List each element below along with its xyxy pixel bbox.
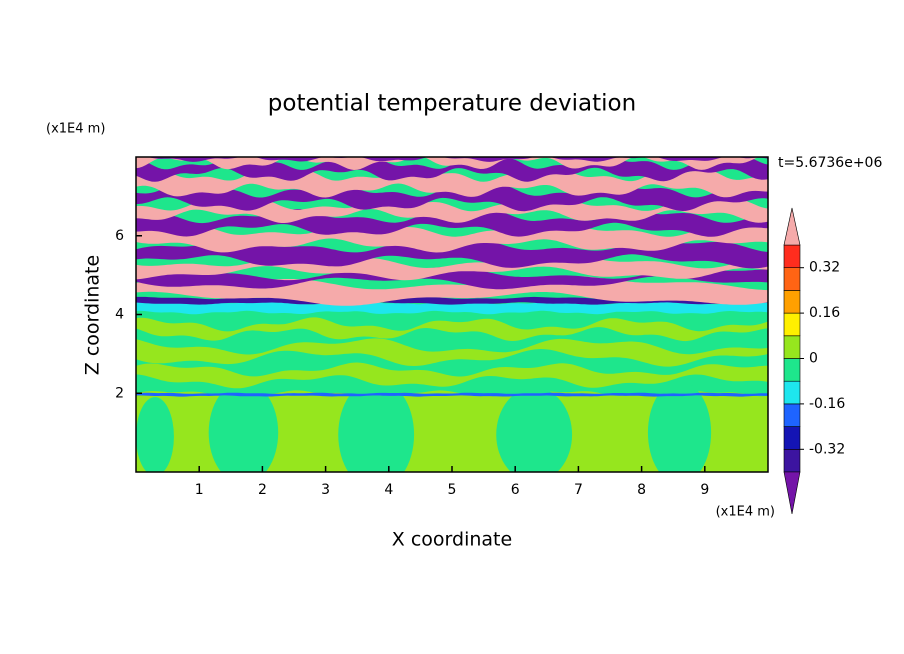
contour-fill <box>136 390 768 472</box>
contour-field <box>136 157 768 472</box>
x-tick-label: 3 <box>321 482 330 498</box>
colorbar-box <box>783 403 801 427</box>
colorbar-box <box>783 426 801 450</box>
x-unit: (x1E4 m) <box>716 505 775 520</box>
contour-fill <box>647 381 712 472</box>
colorbar-box <box>783 380 801 405</box>
colorbar-box <box>783 244 801 269</box>
contour-fill <box>496 387 573 472</box>
colorbar-tick-label: 0.32 <box>809 260 840 276</box>
contour-fill <box>208 381 279 472</box>
x-tick-label: 5 <box>448 482 457 498</box>
colorbar-tick-label: 0.16 <box>809 305 840 321</box>
contour-fill <box>136 317 768 342</box>
contour-fill <box>147 157 768 162</box>
x-tick-label: 1 <box>195 482 204 498</box>
contour-fill <box>338 379 415 472</box>
colorbar-extend <box>783 207 801 246</box>
colorbar-tick-label: -0.32 <box>809 441 845 457</box>
colorbar-box <box>783 448 801 473</box>
contour-fill <box>136 362 768 389</box>
time-annotation: t=5.6736e+06 <box>778 155 882 171</box>
colorbar-tick-label: -0.16 <box>809 396 845 412</box>
y-axis-label: Z coordinate <box>82 255 104 375</box>
contour-fill <box>136 222 768 253</box>
colorbar-box <box>783 358 801 382</box>
contour-fill <box>136 266 768 290</box>
y-tick-label: 6 <box>115 228 124 244</box>
x-tick-label: 4 <box>384 482 393 498</box>
x-tick-label: 2 <box>258 482 267 498</box>
x-axis-label: X coordinate <box>392 529 512 551</box>
contour-fill <box>136 238 768 269</box>
colorbar-tick-label: 0 <box>809 351 818 367</box>
contour-fill <box>136 197 768 223</box>
colorbar-box <box>783 290 801 314</box>
x-tick-label: 6 <box>511 482 520 498</box>
contour-fill <box>136 300 768 315</box>
y-tick-label: 4 <box>115 307 124 323</box>
chart-title: potential temperature deviation <box>268 91 636 117</box>
x-tick-label: 8 <box>637 482 646 498</box>
colorbar-box <box>783 312 801 337</box>
contour-fill <box>136 392 768 397</box>
colorbar-extend <box>783 471 801 515</box>
y-tick-label: 2 <box>115 385 124 401</box>
colorbar-box <box>783 335 801 359</box>
colorbar-box <box>783 267 801 291</box>
x-tick-label: 9 <box>700 482 709 498</box>
contour-fill <box>136 397 174 472</box>
contour-fill <box>136 338 768 367</box>
x-tick-label: 7 <box>574 482 583 498</box>
y-unit: (x1E4 m) <box>46 122 105 137</box>
